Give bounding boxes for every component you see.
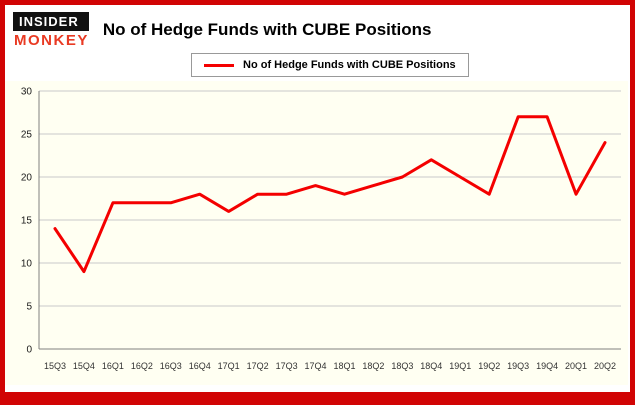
- svg-text:20: 20: [21, 173, 33, 184]
- svg-text:16Q2: 16Q2: [131, 361, 153, 371]
- svg-text:30: 30: [21, 87, 33, 98]
- chart-legend: No of Hedge Funds with CUBE Positions: [191, 53, 469, 77]
- svg-text:16Q3: 16Q3: [160, 361, 182, 371]
- svg-text:20Q1: 20Q1: [565, 361, 587, 371]
- svg-text:18Q4: 18Q4: [420, 361, 442, 371]
- svg-text:18Q1: 18Q1: [333, 361, 355, 371]
- svg-text:17Q2: 17Q2: [247, 361, 269, 371]
- svg-text:19Q2: 19Q2: [478, 361, 500, 371]
- svg-text:16Q1: 16Q1: [102, 361, 124, 371]
- svg-text:10: 10: [21, 259, 33, 270]
- svg-text:19Q3: 19Q3: [507, 361, 529, 371]
- svg-text:15: 15: [21, 216, 33, 227]
- svg-text:17Q3: 17Q3: [276, 361, 298, 371]
- legend-label: No of Hedge Funds with CUBE Positions: [243, 59, 456, 71]
- header: INSIDER MONKEY No of Hedge Funds with CU…: [5, 5, 630, 48]
- chart-area: 0 5 10 15 20 25 30 15Q3 15Q4 16Q1 16Q2 16Q3 16Q4 17Q1…: [5, 81, 630, 385]
- legend-line-swatch: [204, 63, 234, 67]
- logo-insider-text: INSIDER: [13, 12, 89, 31]
- svg-text:15Q3: 15Q3: [44, 361, 66, 371]
- page-title: No of Hedge Funds with CUBE Positions: [102, 20, 432, 39]
- insider-monkey-logo: INSIDER MONKEY: [13, 12, 89, 48]
- logo-monkey-text: MONKEY: [14, 32, 89, 49]
- svg-text:16Q4: 16Q4: [189, 361, 211, 371]
- svg-text:25: 25: [21, 130, 33, 141]
- svg-text:18Q3: 18Q3: [391, 361, 413, 371]
- svg-text:19Q1: 19Q1: [449, 361, 471, 371]
- svg-text:5: 5: [26, 302, 32, 313]
- svg-text:0: 0: [26, 345, 32, 356]
- svg-text:17Q4: 17Q4: [305, 361, 327, 371]
- svg-text:19Q4: 19Q4: [536, 361, 558, 371]
- svg-text:17Q1: 17Q1: [218, 361, 240, 371]
- line-chart: 0 5 10 15 20 25 30 15Q3 15Q4 16Q1 16Q2 16Q3 16Q4 17Q1…: [5, 81, 628, 385]
- svg-text:18Q2: 18Q2: [362, 361, 384, 371]
- svg-text:20Q2: 20Q2: [594, 361, 616, 371]
- svg-text:15Q4: 15Q4: [73, 361, 95, 371]
